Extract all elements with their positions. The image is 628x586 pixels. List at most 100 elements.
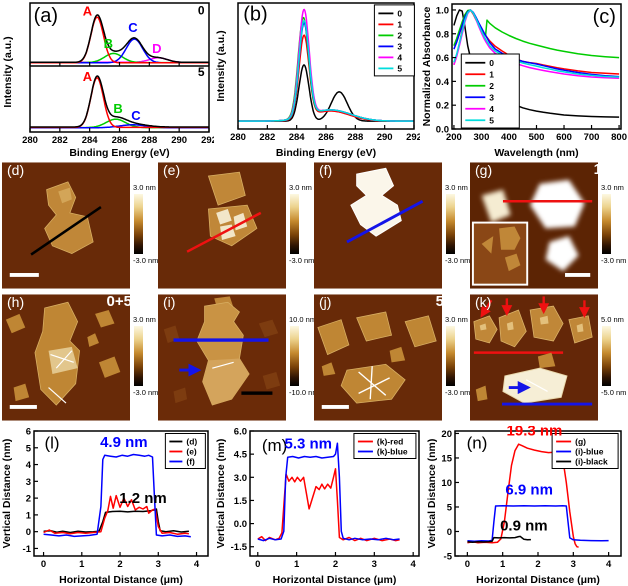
panel-letter: (h) — [7, 294, 25, 310]
svg-text:2: 2 — [397, 30, 402, 40]
profile-line-blue — [346, 199, 424, 244]
svg-text:Vertical Distance (nm): Vertical Distance (nm) — [426, 439, 438, 549]
chart-l: 0 1 2 3 4 -1 0 1 2 3 4 5 6 Horizontal Distance (μm) Ve… — [0, 426, 214, 586]
svg-text:800: 800 — [611, 132, 627, 143]
colorbar-max-label: 3.0 nm — [445, 183, 468, 192]
colorbar-k: 5.0 nm -5.0 nm — [601, 315, 626, 397]
colorbar-max-label: 3.0 nm — [133, 315, 156, 324]
flake-highlight — [58, 187, 72, 204]
svg-text:292: 292 — [201, 135, 214, 146]
flake-speckle — [539, 315, 549, 325]
svg-text:280: 280 — [22, 135, 38, 146]
panel-c: 200 300 400 500 600 700 800 0.0 0.2 0.4 0.6 0.8 1.0 W… — [420, 0, 628, 159]
streak — [358, 377, 390, 394]
streak — [212, 361, 234, 369]
svg-text:Horizontal Distance (μm): Horizontal Distance (μm) — [273, 574, 397, 586]
svg-text:Horizontal Distance (μm): Horizontal Distance (μm) — [476, 574, 600, 586]
red-arrow — [480, 299, 493, 318]
svg-text:292: 292 — [406, 132, 420, 143]
svg-text:0: 0 — [41, 559, 46, 570]
inset-flake — [481, 236, 494, 254]
svg-text:500: 500 — [529, 132, 545, 143]
svg-text:0.4: 0.4 — [436, 77, 450, 88]
colorbar-max-label: 3.0 nm — [133, 183, 156, 192]
flake-speckle — [576, 323, 584, 333]
profile-line-black — [30, 206, 102, 256]
afm-panel-j: (j) 5 3.0 nm -3.0 nm — [314, 293, 470, 424]
svg-text:282: 282 — [52, 135, 68, 146]
svg-text:284: 284 — [82, 135, 99, 146]
colorbar-j: 3.0 nm -3.0 nm — [445, 315, 470, 397]
svg-text:5.3 nm: 5.3 nm — [285, 436, 333, 453]
colorbar-min-label: -5.0 nm — [601, 388, 627, 397]
svg-text:3: 3 — [571, 559, 576, 570]
svg-text:286: 286 — [318, 132, 334, 143]
scale-bar — [321, 405, 349, 409]
svg-text:Binding Energy (eV): Binding Energy (eV) — [69, 147, 169, 159]
svg-text:5: 5 — [447, 502, 453, 513]
svg-text:288: 288 — [141, 135, 157, 146]
svg-text:290: 290 — [171, 135, 187, 146]
panel-letter: (d) — [7, 162, 25, 178]
svg-text:2: 2 — [535, 559, 540, 570]
svg-text:2: 2 — [489, 81, 494, 91]
streak — [50, 354, 74, 363]
svg-text:4: 4 — [411, 559, 417, 570]
colorbar-gradient — [134, 194, 143, 254]
svg-text:-1: -1 — [23, 544, 32, 555]
panel-l: 0 1 2 3 4 -1 0 1 2 3 4 5 6 Horizontal Distance (μm) Ve… — [0, 426, 214, 586]
svg-text:A: A — [83, 69, 93, 84]
svg-text:286: 286 — [112, 135, 128, 146]
bright-flake — [502, 367, 568, 404]
svg-text:288: 288 — [347, 132, 363, 143]
afm-image-d — [2, 161, 130, 290]
svg-text:-1.5: -1.5 — [231, 542, 248, 553]
sample-tag: 0+5 — [106, 293, 132, 310]
svg-text:300: 300 — [474, 132, 490, 143]
panel-letter: (i) — [163, 294, 176, 310]
svg-text:15: 15 — [441, 453, 452, 464]
svg-text:Horizontal Distance (μm): Horizontal Distance (μm) — [59, 574, 183, 586]
colorbar-min-label: -10.0 nm — [289, 388, 319, 397]
colorbar-max-label: 3.0 nm — [601, 183, 624, 192]
svg-text:B: B — [113, 101, 122, 116]
svg-text:(d): (d) — [186, 437, 197, 447]
streak — [369, 366, 373, 400]
chart-c: 200 300 400 500 600 700 800 0.0 0.2 0.4 0.6 0.8 1.0 W… — [420, 0, 628, 164]
svg-text:(c): (c) — [593, 6, 616, 28]
svg-text:(l): (l) — [44, 434, 59, 453]
afm-panel-e: (e) 3.0 nm -3.0 nm — [158, 161, 314, 291]
svg-text:(k)-blue: (k)-blue — [377, 447, 408, 457]
faint-flake — [258, 319, 279, 338]
svg-text:(m): (m) — [262, 436, 287, 455]
svg-text:5: 5 — [489, 115, 494, 125]
svg-text:D: D — [152, 41, 161, 56]
svg-text:20: 20 — [441, 429, 452, 440]
colorbar-min-label: -3.0 nm — [445, 256, 471, 265]
svg-text:-5: -5 — [444, 552, 453, 563]
colorbar-max-label: 3.0 nm — [289, 183, 312, 192]
svg-text:5: 5 — [26, 443, 32, 454]
flake — [98, 356, 121, 378]
panel-letter: (g) — [475, 162, 493, 178]
panel-letter: (k) — [475, 294, 492, 310]
colorbar-min-label: -3.0 nm — [289, 256, 315, 265]
flake — [389, 346, 406, 363]
svg-text:10: 10 — [441, 478, 452, 489]
svg-text:1.0: 1.0 — [436, 5, 449, 16]
flake-speckle — [479, 323, 487, 331]
afm-panel-d: (d) 3.0 nm -3.0 nm — [2, 161, 158, 291]
flake — [537, 352, 556, 369]
colorbar-e: 3.0 nm -3.0 nm — [289, 183, 314, 265]
chart-a-bottom: 280 282 284 286 288 290 292 Binding Energy (eV)… — [0, 65, 217, 164]
flake — [404, 315, 437, 348]
svg-text:290: 290 — [377, 132, 393, 143]
svg-text:282: 282 — [259, 132, 275, 143]
streak — [55, 350, 73, 369]
svg-text:6.0: 6.0 — [234, 427, 247, 438]
svg-text:Binding Energy (eV): Binding Energy (eV) — [276, 147, 376, 159]
svg-text:0: 0 — [397, 8, 402, 18]
flake — [5, 313, 26, 334]
svg-text:6.9 nm: 6.9 nm — [505, 482, 553, 499]
svg-text:2: 2 — [26, 494, 31, 505]
